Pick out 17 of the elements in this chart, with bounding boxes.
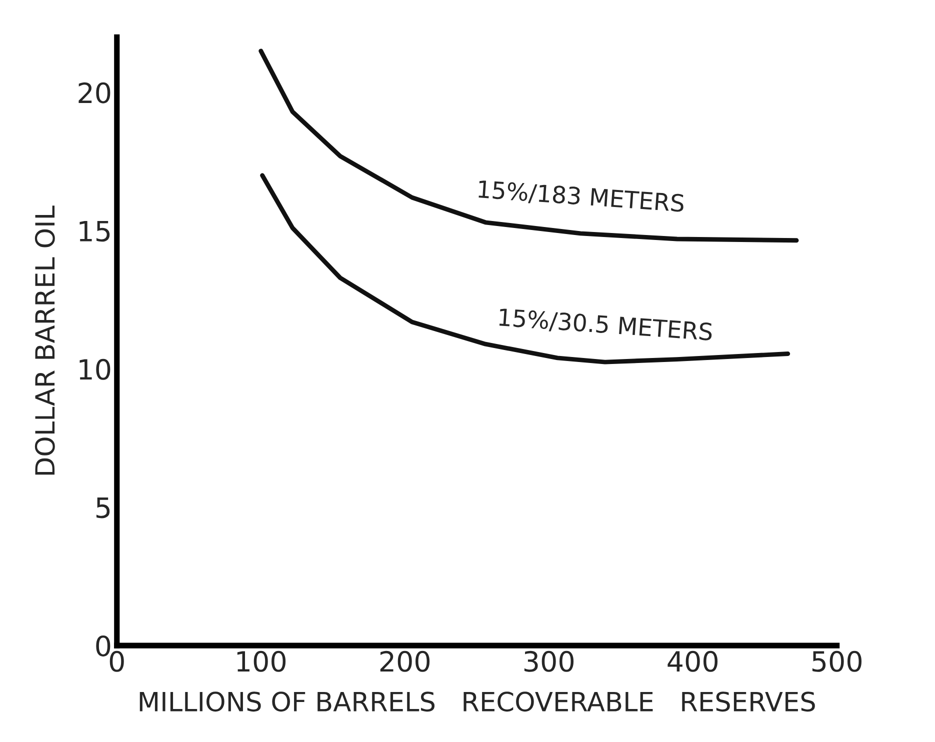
- annotation: 15%/30.5 METERS: [498, 308, 712, 343]
- annotation: 15%/183 METERS: [478, 180, 684, 214]
- x-tick-label: 500: [812, 650, 862, 672]
- line-series: [258, 48, 799, 243]
- y-tick-label: 20: [78, 82, 110, 104]
- x-tick-label: 200: [380, 650, 430, 672]
- x-tick-label: 400: [668, 650, 718, 672]
- line-series: [260, 173, 790, 364]
- x-tick-label: 100: [237, 650, 286, 672]
- y-tick-label: 0: [96, 635, 110, 656]
- x-axis-title: MILLIONS OF BARRELS RECOVERABLE RESERVES: [140, 692, 815, 712]
- y-tick-label: 10: [80, 358, 110, 380]
- x-tick-label: 300: [524, 650, 574, 672]
- y-tick-label: 5: [96, 498, 110, 518]
- y-axis-title: DOLLAR BARREL OIL: [34, 206, 55, 475]
- x-tick-label: 0: [110, 650, 124, 672]
- y-tick-label: 15: [80, 220, 110, 242]
